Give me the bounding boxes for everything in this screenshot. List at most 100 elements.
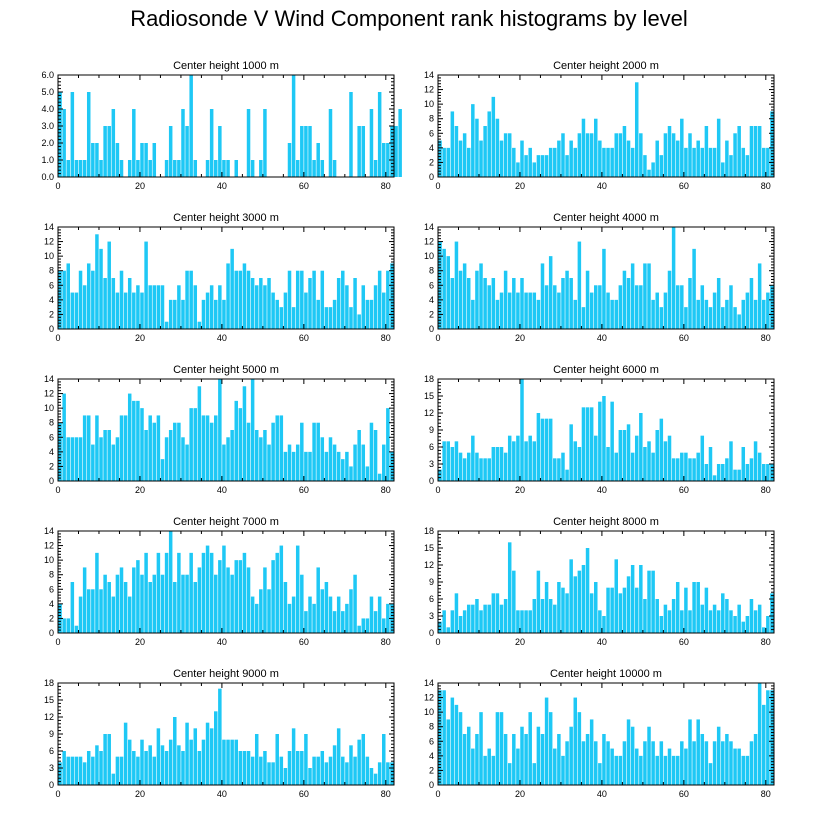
histogram-bar: [107, 734, 111, 785]
histogram-bar: [630, 565, 635, 633]
histogram-bar: [287, 751, 292, 785]
histogram-bar: [696, 719, 700, 785]
histogram-bar: [382, 292, 386, 329]
histogram-bar: [688, 719, 692, 785]
histogram-bar: [483, 755, 487, 785]
histogram-bar: [320, 437, 325, 481]
histogram-bar: [361, 126, 366, 177]
histogram-bar: [557, 458, 561, 481]
histogram-bar: [287, 444, 292, 481]
histogram-bar: [357, 625, 361, 633]
histogram-bar: [107, 126, 111, 177]
histogram-bar: [218, 379, 222, 481]
histogram-bar: [491, 447, 496, 481]
histogram-bar: [365, 618, 370, 633]
histogram-bar: [729, 441, 733, 481]
y-tick-label: 5.0: [41, 87, 54, 97]
histogram-bar: [479, 458, 483, 481]
histogram-bar: [737, 748, 741, 785]
histogram-bar: [495, 593, 500, 633]
histogram-bar: [357, 314, 361, 329]
x-tick-label: 0: [55, 181, 60, 191]
y-tick-label: 3.0: [41, 121, 54, 131]
histogram-bar: [598, 763, 602, 785]
histogram-bar: [766, 292, 770, 329]
histogram-bar: [594, 285, 598, 329]
histogram-bar: [622, 587, 627, 633]
histogram-bar: [173, 582, 177, 633]
histogram-bar: [263, 430, 267, 481]
histogram-bar: [201, 552, 206, 633]
histogram-bar: [123, 415, 128, 481]
histogram-bar: [462, 610, 467, 633]
histogram-bar: [377, 596, 382, 633]
panel-title: Center height 8000 m: [553, 516, 659, 528]
histogram-bar: [328, 756, 333, 785]
histogram-bar: [655, 292, 659, 329]
histogram-bar: [626, 719, 631, 785]
histogram-bar: [353, 574, 357, 633]
histogram-bar: [148, 582, 152, 633]
histogram-bar: [324, 451, 329, 481]
histogram-bar: [386, 408, 390, 481]
histogram-bar: [491, 278, 496, 329]
histogram-bar: [140, 143, 144, 177]
histogram-bar: [271, 292, 275, 329]
histogram-bar: [610, 748, 614, 785]
x-tick-label: 40: [217, 181, 227, 191]
x-tick-label: 80: [381, 637, 391, 647]
histogram-bar: [671, 227, 676, 329]
histogram-bar: [721, 464, 725, 481]
y-tick-label: 0: [429, 324, 434, 334]
histogram-bar: [115, 143, 120, 177]
histogram-bar: [655, 430, 659, 481]
histogram-bar: [238, 408, 243, 481]
histogram-bar: [226, 437, 230, 481]
histogram-bar: [86, 589, 91, 633]
histogram-bar: [230, 248, 234, 329]
histogram-bar: [634, 435, 639, 481]
histogram-bar: [78, 270, 83, 329]
histogram-panel-5: Center height 5000 m 0 20 40 60 80 0 2 4 6 8 10 12 14: [44, 364, 395, 495]
histogram-bar: [336, 451, 341, 481]
histogram-bar: [655, 140, 659, 177]
histogram-bar: [708, 610, 713, 633]
histogram-bar: [548, 712, 553, 785]
histogram-bar: [189, 270, 193, 329]
histogram-bar: [205, 545, 210, 633]
histogram-bar: [524, 155, 528, 177]
histogram-bar: [324, 582, 329, 633]
histogram-bar: [454, 126, 459, 177]
histogram-bar: [320, 160, 325, 177]
histogram-bar: [708, 307, 713, 329]
histogram-bar: [316, 299, 320, 329]
histogram-bar: [382, 734, 386, 785]
histogram-bar: [729, 285, 733, 329]
y-tick-label: 6: [429, 594, 434, 604]
histogram-bar: [107, 582, 111, 633]
y-tick-label: 12: [424, 85, 434, 95]
histogram-bar: [382, 143, 386, 177]
histogram-bar: [721, 307, 725, 329]
x-tick-label: 20: [515, 789, 525, 799]
x-tick-label: 20: [135, 789, 145, 799]
histogram-bar: [168, 430, 173, 481]
histogram-bar: [250, 756, 255, 785]
histogram-bar: [254, 603, 259, 633]
y-tick-label: 4: [429, 143, 434, 153]
y-tick-label: 6: [429, 736, 434, 746]
histogram-bar: [132, 751, 136, 785]
x-tick-label: 0: [55, 485, 60, 495]
histogram-bar: [651, 570, 655, 633]
histogram-bar: [185, 574, 189, 633]
y-tick-label: 4: [49, 295, 54, 305]
histogram-bar: [540, 418, 545, 481]
histogram-bar: [548, 147, 553, 177]
histogram-bar: [495, 712, 500, 785]
histogram-bar: [458, 616, 463, 633]
histogram-bar: [483, 126, 487, 177]
histogram-bar: [267, 444, 271, 481]
histogram-bar: [156, 285, 161, 329]
histogram-bar: [589, 133, 594, 177]
histogram-bar: [507, 133, 512, 177]
